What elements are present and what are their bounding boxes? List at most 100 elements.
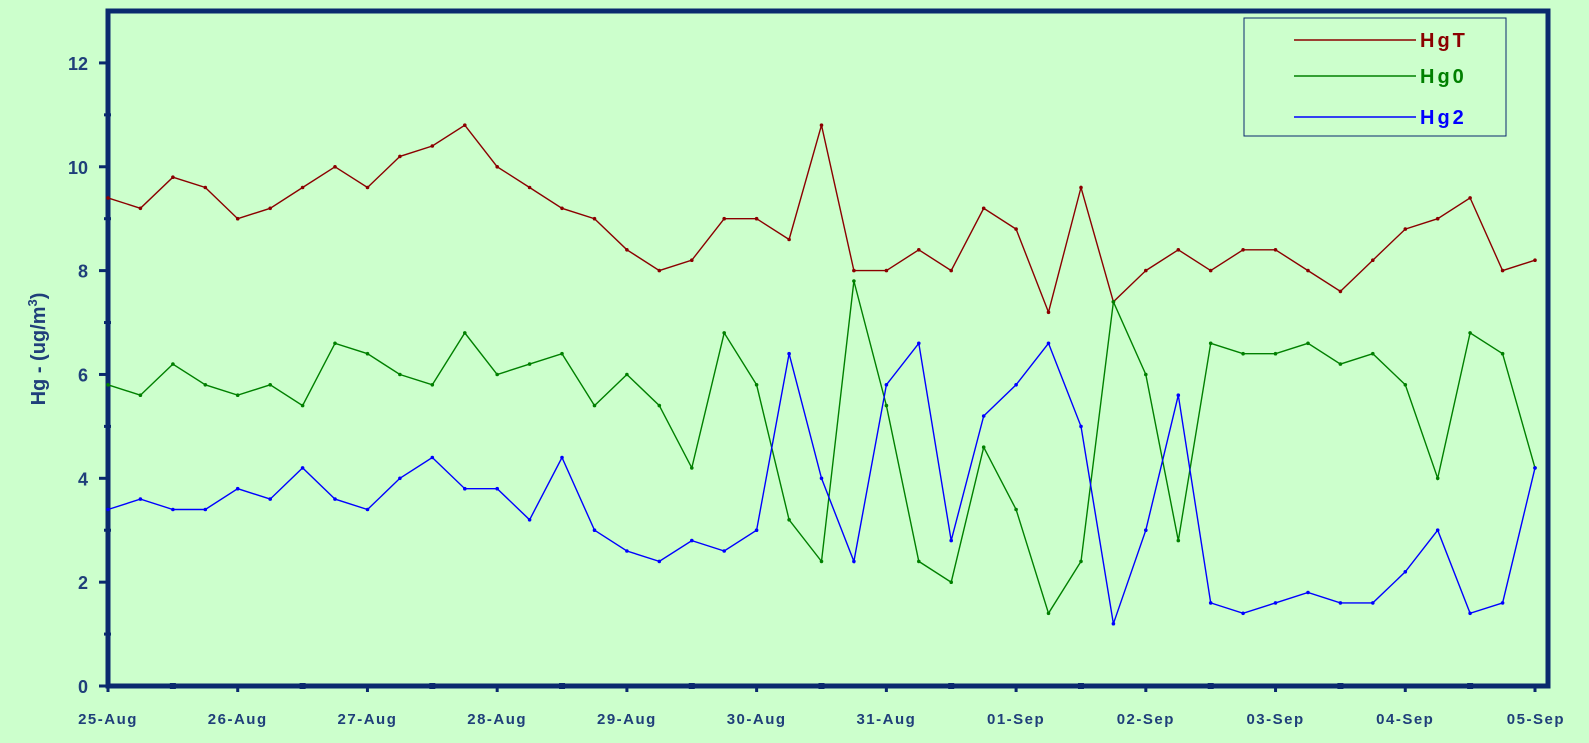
point-hg0-19 [722, 331, 726, 335]
point-hgt-17 [657, 268, 662, 273]
point-hgt-21 [787, 237, 791, 242]
x-tick-label-11: 05-Sep [1507, 711, 1565, 728]
point-hgt-16 [625, 248, 629, 252]
point-hgt-29 [1046, 310, 1051, 315]
point-hgt-40 [1403, 227, 1408, 231]
point-hg2-26 [949, 538, 953, 543]
point-hgt-13 [527, 185, 532, 190]
point-hgt-41 [1435, 216, 1440, 221]
point-hgt-7 [333, 165, 337, 169]
point-hg2-38 [1338, 601, 1343, 605]
point-hg2-23 [852, 559, 856, 564]
point-hg0-24 [884, 403, 889, 408]
y-axis-label-sup: 3 [25, 299, 40, 306]
point-hg2-22 [819, 476, 824, 481]
point-hg2-20 [754, 528, 759, 532]
point-hg2-17 [657, 559, 662, 564]
y-tick-label-10: 10 [68, 158, 88, 178]
point-hgt-37 [1306, 268, 1310, 273]
x-minor-tick [948, 683, 955, 689]
point-hgt-12 [495, 165, 500, 169]
point-hg2-32 [1144, 528, 1148, 532]
point-hg2-14 [560, 455, 564, 460]
y-tick-label-4: 4 [78, 469, 88, 489]
point-hg2-18 [690, 538, 694, 543]
point-hg0-32 [1144, 372, 1148, 377]
point-hgt-28 [1014, 227, 1018, 231]
point-hg0-27 [981, 445, 986, 450]
point-hgt-15 [592, 216, 597, 221]
y-axis: 0 2 4 6 8 10 12 [68, 54, 111, 697]
x-tick-label-3: 28-Aug [467, 711, 527, 728]
x-axis: 25-Aug 26-Aug 27-Aug 28-Aug 29-Aug 30-Aug 31-A… [78, 683, 1565, 728]
point-hg0-41 [1435, 476, 1440, 481]
point-hg2-16 [625, 549, 629, 553]
point-hgt-38 [1338, 289, 1343, 294]
point-hg0-17 [657, 403, 662, 408]
point-hg2-1 [138, 497, 143, 501]
point-hgt-26 [949, 268, 953, 273]
point-hg0-3 [203, 383, 208, 387]
point-hg0-12 [495, 372, 500, 377]
point-hgt-34 [1208, 268, 1213, 273]
point-hg0-5 [268, 383, 273, 387]
point-hg0-15 [592, 403, 597, 408]
x-tick-label-9: 03-Sep [1246, 711, 1304, 728]
point-hg0-28 [1014, 507, 1018, 512]
point-hg0-36 [1273, 351, 1278, 356]
point-hg2-36 [1273, 601, 1278, 605]
point-hg0-10 [430, 383, 435, 387]
legend-label-hgt: HgT [1420, 30, 1468, 52]
point-hgt-32 [1144, 268, 1148, 273]
point-hgt-30 [1079, 185, 1083, 190]
legend-label-hg2: Hg2 [1420, 107, 1467, 129]
x-tick-label-10: 04-Sep [1376, 711, 1434, 728]
point-hg2-8 [365, 507, 370, 512]
point-hgt-6 [300, 185, 305, 190]
point-hg2-39 [1371, 601, 1375, 605]
point-hg2-5 [268, 497, 273, 501]
point-hg2-7 [333, 497, 337, 501]
point-hg2-9 [398, 476, 402, 481]
point-hg0-16 [625, 372, 629, 377]
x-minor-tick [1207, 683, 1214, 689]
x-minor-tick [169, 683, 176, 689]
point-hg0-11 [463, 331, 467, 335]
x-minor-tick [1337, 683, 1344, 689]
x-minor-tick [1077, 683, 1084, 689]
point-hg2-40 [1403, 570, 1408, 574]
point-hgt-23 [852, 268, 856, 273]
point-hg0-35 [1241, 351, 1245, 356]
point-hgt-4 [235, 216, 240, 221]
point-hg0-6 [300, 403, 305, 408]
point-hgt-9 [398, 154, 402, 159]
point-hg0-20 [754, 383, 759, 387]
x-tick-label-5: 30-Aug [727, 711, 787, 728]
point-hg0-23 [852, 279, 856, 283]
point-hg2-30 [1079, 424, 1083, 429]
y-tick-label-12: 12 [68, 54, 88, 74]
point-hg2-10 [430, 455, 435, 460]
point-hgt-33 [1176, 248, 1181, 252]
point-hg2-37 [1306, 590, 1310, 595]
point-hgt-25 [917, 248, 921, 252]
point-hg0-29 [1046, 611, 1051, 616]
point-hg2-29 [1046, 341, 1051, 346]
point-hgt-11 [463, 123, 467, 127]
legend-label-hg0: Hg0 [1420, 66, 1467, 88]
point-hg2-43 [1500, 601, 1505, 605]
point-hg0-21 [787, 518, 791, 522]
point-hg2-33 [1176, 393, 1181, 398]
point-hg0-9 [398, 372, 402, 377]
point-hg2-44 [1533, 466, 1537, 470]
point-hg2-19 [722, 549, 726, 553]
point-hg0-2 [171, 362, 175, 366]
point-hgt-18 [690, 258, 694, 263]
point-hgt-22 [819, 123, 824, 127]
point-hg0-33 [1176, 538, 1181, 543]
y-tick-label-2: 2 [78, 573, 88, 593]
point-hgt-19 [722, 216, 726, 221]
x-minor-tick [299, 683, 306, 689]
point-hg0-4 [235, 393, 240, 398]
